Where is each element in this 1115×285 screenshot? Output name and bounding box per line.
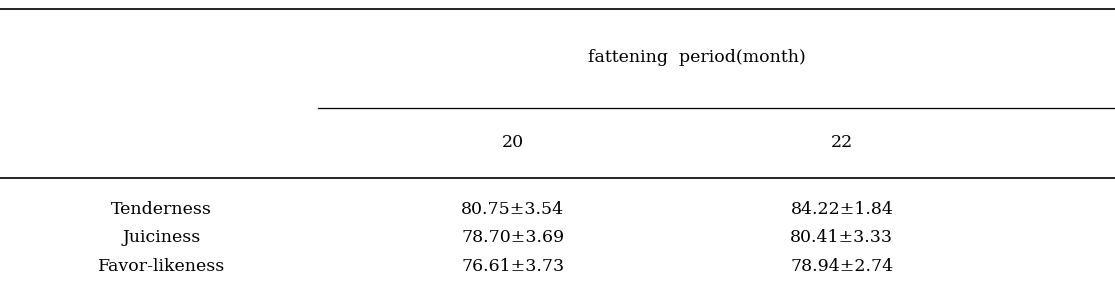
Text: 20: 20 — [502, 134, 524, 151]
Text: Favor-likeness: Favor-likeness — [98, 258, 225, 275]
Text: Tenderness: Tenderness — [112, 201, 212, 218]
Text: 84.22±1.84: 84.22±1.84 — [791, 201, 893, 218]
Text: 80.75±3.54: 80.75±3.54 — [462, 201, 564, 218]
Text: 22: 22 — [831, 134, 853, 151]
Text: 78.94±2.74: 78.94±2.74 — [791, 258, 893, 275]
Text: Juiciness: Juiciness — [123, 229, 201, 247]
Text: 78.70±3.69: 78.70±3.69 — [462, 229, 564, 247]
Text: fattening  period(month): fattening period(month) — [588, 48, 806, 66]
Text: 80.41±3.33: 80.41±3.33 — [791, 229, 893, 247]
Text: 76.61±3.73: 76.61±3.73 — [462, 258, 564, 275]
